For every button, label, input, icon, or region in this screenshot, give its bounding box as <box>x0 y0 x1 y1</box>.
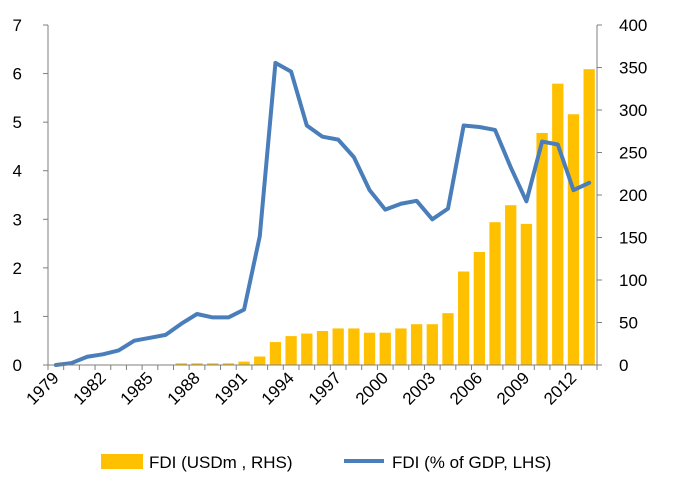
bar-1995 <box>301 333 313 365</box>
left-tick-label: 0 <box>13 356 22 375</box>
bar-1992 <box>254 356 266 365</box>
bar-2008 <box>505 205 517 365</box>
bar-2010 <box>536 132 548 365</box>
left-tick-label: 4 <box>13 162 22 181</box>
bar-1991 <box>238 361 250 365</box>
bar-2013 <box>583 69 595 365</box>
bar-series <box>175 69 595 366</box>
right-tick-label: 250 <box>619 144 647 163</box>
x-tick-label: 2009 <box>493 368 533 408</box>
bar-1998 <box>348 328 360 365</box>
left-tick-label: 2 <box>13 259 22 278</box>
x-tick-label: 2006 <box>446 368 486 408</box>
right-tick-label: 50 <box>619 314 638 333</box>
x-tick-label: 1997 <box>305 368 345 408</box>
legend-line-label: FDI (% of GDP, LHS) <box>392 453 551 472</box>
bar-2007 <box>489 222 501 365</box>
left-tick-label: 7 <box>13 16 22 35</box>
right-tick-label: 200 <box>619 186 647 205</box>
bar-1999 <box>363 332 376 365</box>
bar-1996 <box>316 331 329 365</box>
bar-1994 <box>285 336 297 365</box>
x-tick-label: 2000 <box>352 368 392 408</box>
bar-2005 <box>458 271 470 365</box>
left-tick-label: 6 <box>13 65 22 84</box>
right-axis-ticks: 0 50 100 150 200 250 300 350 400 <box>597 16 647 375</box>
bar-2004 <box>442 313 454 365</box>
legend: FDI (USDm , RHS) FDI (% of GDP, LHS) <box>101 453 551 472</box>
bar-1988 <box>191 363 203 365</box>
left-tick-label: 1 <box>13 307 22 326</box>
x-tick-label: 1991 <box>211 368 251 408</box>
bar-2002 <box>410 324 423 365</box>
x-tick-label: 1988 <box>164 368 204 408</box>
right-tick-label: 350 <box>619 59 647 78</box>
legend-bar-label: FDI (USDm , RHS) <box>149 453 293 472</box>
left-tick-label: 5 <box>13 113 22 132</box>
left-axis-ticks: 0 1 2 3 4 5 6 7 <box>13 16 48 375</box>
bar-2011 <box>552 83 564 366</box>
x-tick-label: 1994 <box>258 368 298 408</box>
x-tick-label: 2012 <box>540 368 580 408</box>
right-tick-label: 0 <box>619 356 628 375</box>
line-series-fdi-percent-gdp <box>53 60 592 367</box>
x-tick-label: 1985 <box>117 368 157 408</box>
bar-1987 <box>175 363 187 365</box>
x-axis-ticks: 1979 1982 1985 1988 1991 1994 1997 2000 2003 2006… <box>22 365 598 409</box>
right-tick-label: 300 <box>619 101 647 120</box>
bar-2003 <box>426 324 438 365</box>
bar-1997 <box>332 328 344 365</box>
bar-2000 <box>379 332 391 365</box>
bar-2009 <box>520 223 533 365</box>
bar-2012 <box>567 114 580 365</box>
x-tick-label: 1982 <box>70 368 110 408</box>
bar-2006 <box>473 251 485 365</box>
bar-1993 <box>269 342 282 365</box>
bar-1990 <box>222 363 235 365</box>
right-tick-label: 400 <box>619 16 647 35</box>
x-tick-label: 2003 <box>399 368 439 408</box>
right-tick-label: 150 <box>619 229 647 248</box>
left-tick-label: 3 <box>13 210 22 229</box>
bar-1989 <box>207 363 219 365</box>
right-tick-label: 100 <box>619 271 647 290</box>
x-tick-label: 1979 <box>22 368 62 408</box>
bar-2001 <box>395 328 407 365</box>
legend-bar-swatch <box>101 454 143 469</box>
